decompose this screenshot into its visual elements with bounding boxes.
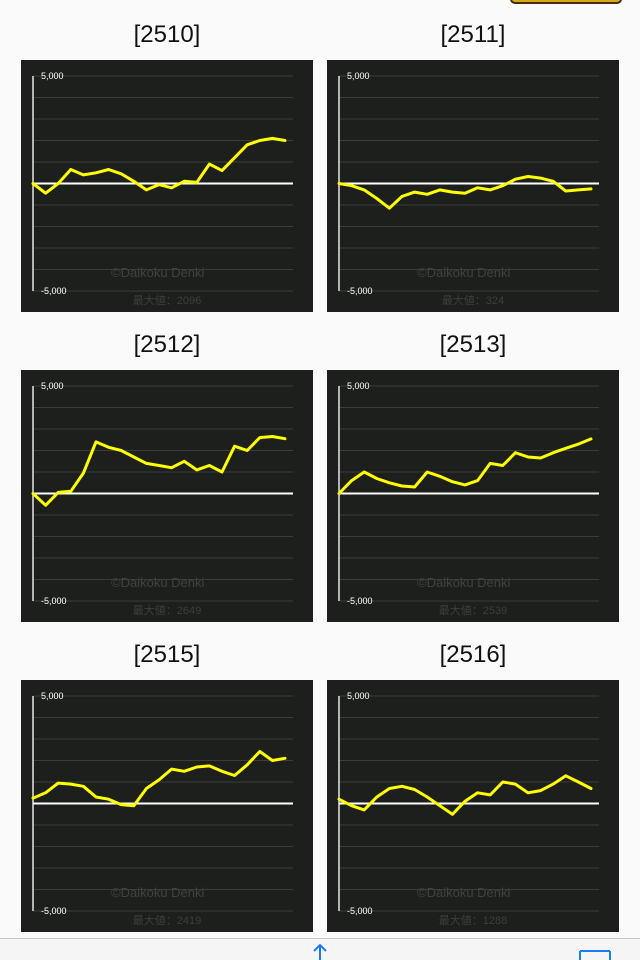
y-tick-min: -5,000: [41, 286, 67, 296]
slump-graph: 5,000 -5,000 ©Daikoku Denki 最大値：2096: [21, 60, 313, 312]
watermark: ©Daikoku Denki: [417, 265, 511, 280]
max-value: 最大値：2419: [132, 915, 202, 927]
watermark: ©Daikoku Denki: [417, 885, 511, 900]
series-line: [337, 437, 593, 495]
machine-label: [2512]: [133, 331, 201, 358]
slump-graph: 5,000 -5,000 ©Daikoku Denki 最大値：2419: [21, 680, 313, 932]
y-tick-max: 5,000: [41, 691, 64, 701]
max-value: 最大値：1288: [438, 915, 508, 927]
y-tick-min: -5,000: [41, 906, 67, 916]
y-tick-max: 5,000: [347, 381, 370, 391]
slump-graph-svg: [337, 695, 599, 912]
slump-graph-svg: [31, 385, 293, 602]
watermark: ©Daikoku Denki: [111, 885, 205, 900]
slump-graph: 5,000 -5,000 ©Daikoku Denki 最大値：324: [327, 60, 619, 312]
max-value: 最大値：2539: [438, 605, 508, 617]
y-tick-max: 5,000: [41, 381, 64, 391]
slump-graph-svg: [31, 695, 293, 912]
y-tick-max: 5,000: [347, 691, 370, 701]
machine-label: [2516]: [439, 641, 507, 668]
bookmark-icon[interactable]: [578, 947, 612, 960]
max-value: 最大値：324: [441, 295, 505, 307]
slump-graph: 5,000 -5,000 ©Daikoku Denki 最大値：2649: [21, 370, 313, 622]
max-value: 最大値：2096: [132, 295, 202, 307]
top-nav-button[interactable]: [510, 0, 622, 4]
browser-toolbar: [0, 938, 640, 960]
max-value: 最大値：2649: [132, 605, 202, 617]
y-tick-min: -5,000: [347, 596, 373, 606]
slump-graph-svg: [337, 75, 599, 292]
machine-label: [2513]: [439, 331, 507, 358]
slump-graph-svg: [337, 385, 599, 602]
series-line: [337, 774, 593, 816]
series-line: [31, 136, 287, 195]
machine-label: [2511]: [440, 21, 506, 48]
machine-label: [2510]: [133, 21, 201, 48]
slump-graph: 5,000 -5,000 ©Daikoku Denki 最大値：2539: [327, 370, 619, 622]
y-tick-min: -5,000: [347, 906, 373, 916]
y-tick-max: 5,000: [347, 71, 370, 81]
watermark: ©Daikoku Denki: [111, 575, 205, 590]
slump-graph-svg: [31, 75, 293, 292]
watermark: ©Daikoku Denki: [417, 575, 511, 590]
series-line: [31, 435, 287, 507]
share-icon[interactable]: [305, 943, 335, 960]
series-line: [337, 175, 593, 210]
series-line: [31, 750, 287, 808]
machine-label: [2515]: [133, 641, 201, 668]
slump-graph: 5,000 -5,000 ©Daikoku Denki 最大値：1288: [327, 680, 619, 932]
y-tick-min: -5,000: [41, 596, 67, 606]
y-tick-max: 5,000: [41, 71, 64, 81]
watermark: ©Daikoku Denki: [111, 265, 205, 280]
y-tick-min: -5,000: [347, 286, 373, 296]
